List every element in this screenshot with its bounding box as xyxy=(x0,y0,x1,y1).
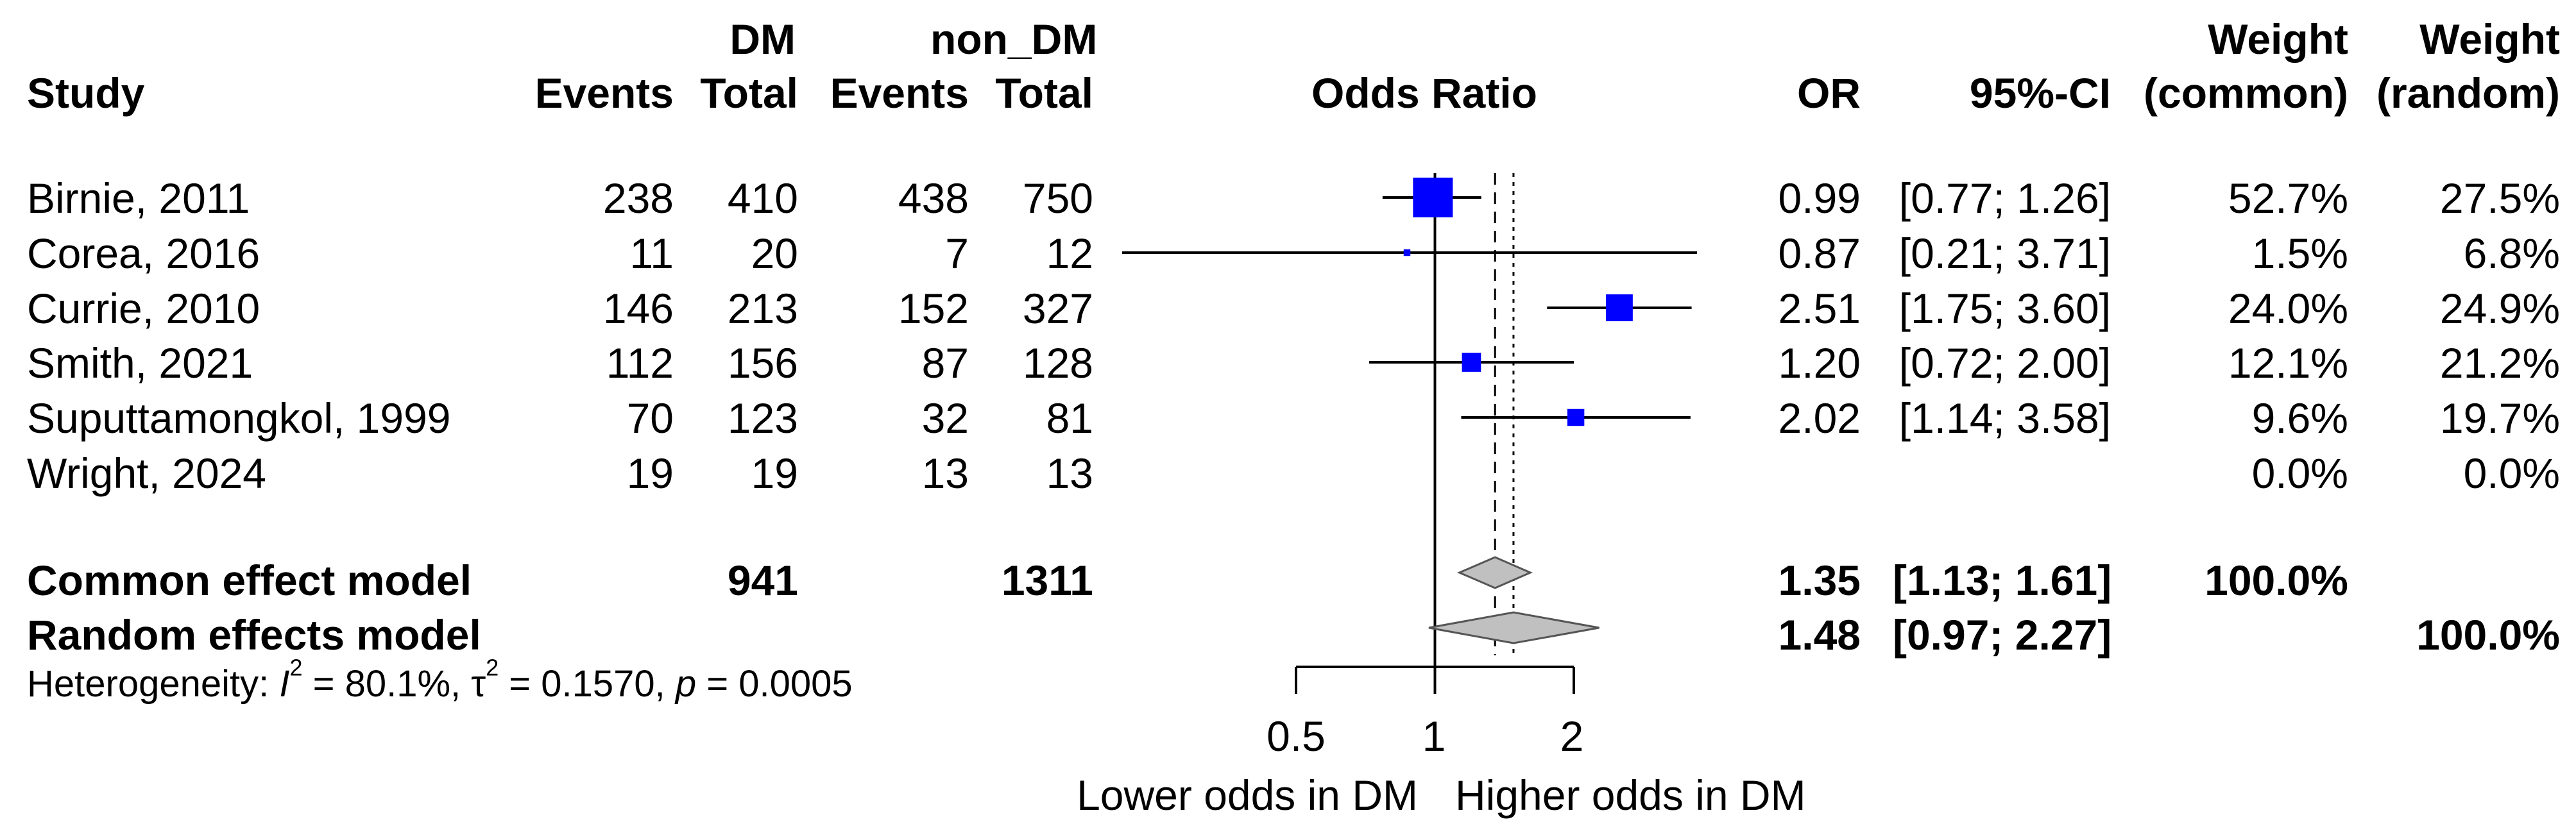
study-name: Suputtamongkol, 1999 xyxy=(27,394,451,442)
common-total-e: 941 xyxy=(727,557,798,604)
events-e: 70 xyxy=(626,394,674,442)
header-weight-common: Weight xyxy=(2208,15,2348,63)
common-ci: [1.13; 1.61] xyxy=(1893,557,2112,604)
weight-random: 27.5% xyxy=(2439,174,2560,222)
ci-value: [0.72; 2.00] xyxy=(1898,339,2111,387)
total-e: 410 xyxy=(727,174,798,222)
or-value: 2.51 xyxy=(1778,285,1861,332)
random-weight: 100.0% xyxy=(2416,611,2560,659)
study-name: Corea, 2016 xyxy=(27,230,260,277)
weight-random: 21.2% xyxy=(2439,339,2560,387)
ci-value: [0.21; 3.71] xyxy=(1898,230,2111,277)
events-e: 19 xyxy=(626,449,674,497)
total-e: 213 xyxy=(727,285,798,332)
header-total-e: Total xyxy=(700,69,798,117)
header-group-c: non_DM xyxy=(930,15,1098,63)
common-or: 1.35 xyxy=(1778,557,1861,604)
total-c: 128 xyxy=(1022,339,1093,387)
events-c: 13 xyxy=(921,449,969,497)
study-name: Wright, 2024 xyxy=(27,449,266,497)
weight-common: 1.5% xyxy=(2251,230,2348,277)
header-group-e: DM xyxy=(729,15,796,63)
total-e: 123 xyxy=(727,394,798,442)
events-c: 7 xyxy=(945,230,969,277)
header-events-e: Events xyxy=(534,69,674,117)
ci-value: [1.75; 3.60] xyxy=(1898,285,2111,332)
or-value: 2.02 xyxy=(1778,394,1861,442)
total-c: 81 xyxy=(1046,394,1093,442)
x-label-right: Higher odds in DM xyxy=(1455,771,1806,819)
study-square xyxy=(1462,353,1481,372)
header-weight-random: Weight xyxy=(2419,15,2560,63)
total-c: 12 xyxy=(1046,230,1093,277)
ci-value: [0.77; 1.26] xyxy=(1898,174,2111,222)
x-tick-label: 2 xyxy=(1560,712,1584,760)
events-e: 11 xyxy=(629,230,674,277)
study-square xyxy=(1567,408,1585,426)
events-e: 112 xyxy=(606,339,674,387)
weight-common: 12.1% xyxy=(2228,339,2348,387)
events-c: 438 xyxy=(898,174,969,222)
common-diamond xyxy=(1456,556,1533,589)
random-label: Random effects model xyxy=(27,611,481,659)
total-e: 20 xyxy=(751,230,798,277)
total-c: 750 xyxy=(1022,174,1093,222)
header-events-c: Events xyxy=(830,69,969,117)
events-c: 87 xyxy=(921,339,969,387)
header-ci: 95%-CI xyxy=(1969,69,2111,117)
or-value: 1.20 xyxy=(1778,339,1861,387)
weight-common: 0.0% xyxy=(2251,449,2348,497)
heterogeneity-text: Heterogeneity: I2 = 80.1%, τ2 = 0.1570, … xyxy=(27,654,853,705)
study-square xyxy=(1413,178,1453,217)
random-ci: [0.97; 2.27] xyxy=(1893,611,2112,659)
random-diamond xyxy=(1428,611,1599,644)
study-square xyxy=(1606,294,1633,321)
weight-random: 24.9% xyxy=(2439,285,2560,332)
ci-value: [1.14; 3.58] xyxy=(1898,394,2111,442)
study-square xyxy=(1403,249,1411,256)
weight-common: 9.6% xyxy=(2251,394,2348,442)
total-c: 327 xyxy=(1022,285,1093,332)
total-e: 19 xyxy=(751,449,798,497)
total-e: 156 xyxy=(727,339,798,387)
weight-common: 52.7% xyxy=(2228,174,2348,222)
study-name: Birnie, 2011 xyxy=(27,174,250,222)
events-e: 146 xyxy=(602,285,674,332)
x-label-left: Lower odds in DM xyxy=(1077,771,1418,819)
header-study: Study xyxy=(27,69,145,117)
header-total-c: Total xyxy=(995,69,1093,117)
weight-random: 19.7% xyxy=(2439,394,2560,442)
study-name: Smith, 2021 xyxy=(27,339,253,387)
common-weight: 100.0% xyxy=(2205,557,2348,604)
x-tick-label: 0.5 xyxy=(1267,712,1326,760)
study-name: Currie, 2010 xyxy=(27,285,260,332)
weight-random: 6.8% xyxy=(2463,230,2560,277)
total-c: 13 xyxy=(1046,449,1093,497)
events-e: 238 xyxy=(602,174,674,222)
weight-random: 0.0% xyxy=(2463,449,2560,497)
header-odds-ratio: Odds Ratio xyxy=(1311,69,1537,117)
events-c: 32 xyxy=(921,394,969,442)
common-total-c: 1311 xyxy=(1001,557,1093,604)
random-or: 1.48 xyxy=(1778,611,1861,659)
events-c: 152 xyxy=(898,285,969,332)
header-or: OR xyxy=(1797,69,1861,117)
header-random: (random) xyxy=(2376,69,2560,117)
common-label: Common effect model xyxy=(27,557,472,604)
x-tick-label: 1 xyxy=(1422,712,1446,760)
or-value: 0.87 xyxy=(1778,230,1861,277)
header-common: (common) xyxy=(2144,69,2348,117)
weight-common: 24.0% xyxy=(2228,285,2348,332)
or-value: 0.99 xyxy=(1778,174,1861,222)
